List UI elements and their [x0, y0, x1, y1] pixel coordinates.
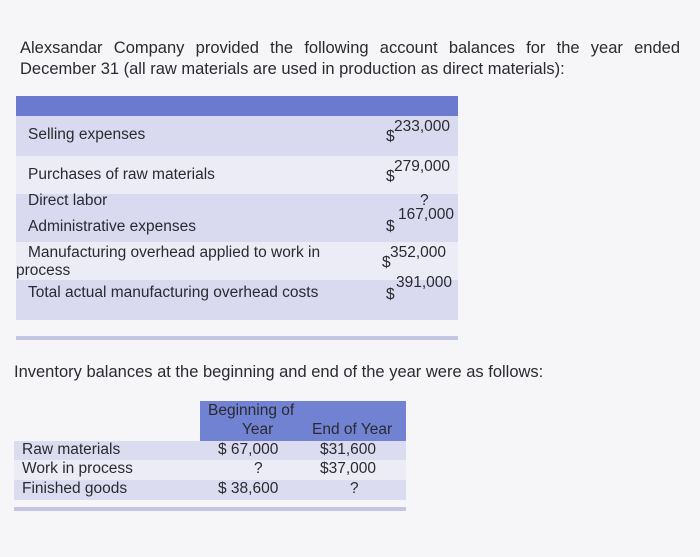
- dollar-sign: $: [386, 218, 395, 235]
- inventory-table: Beginning of Year End of Year Raw materi…: [14, 401, 406, 513]
- col-header-beginning-line1: Beginning of: [208, 402, 295, 419]
- row-label-finished-goods: Finished goods: [22, 480, 128, 497]
- account-amount: 391,000: [396, 274, 453, 291]
- raw-materials-beginning: $ 67,000: [218, 441, 279, 458]
- problem-intro: Alexsandar Company provided the followin…: [20, 39, 680, 78]
- account-label: Purchases of raw materials: [28, 166, 215, 183]
- row-label-raw-materials: Raw materials: [22, 441, 121, 458]
- inventory-header-bar: [200, 401, 406, 441]
- finished-goods-beginning: $ 38,600: [218, 480, 279, 497]
- account-amount: 352,000: [390, 244, 447, 261]
- account-amount: ?: [420, 192, 429, 209]
- finished-goods-end: ?: [350, 480, 359, 497]
- account-amount: 279,000: [394, 158, 451, 175]
- account-balances-table: Selling expenses $ 233,000 Purchases of …: [16, 96, 458, 340]
- work-in-process-end: $37,000: [320, 460, 377, 477]
- account-label-line: process: [16, 262, 71, 279]
- table-row: Manufacturing overhead applied to work i…: [16, 242, 458, 280]
- col-header-end: End of Year: [312, 421, 393, 438]
- table-row: Total actual manufacturing overhead cost…: [16, 274, 458, 320]
- account-label: Total actual manufacturing overhead cost…: [28, 284, 319, 301]
- table-footer-bar: [16, 336, 458, 340]
- account-label-line: Manufacturing overhead applied to work i…: [28, 244, 321, 261]
- dollar-sign: $: [386, 128, 395, 145]
- account-amount: 233,000: [394, 118, 451, 135]
- col-header-beginning-line2: Year: [242, 421, 274, 438]
- table-header-bar: [16, 96, 458, 116]
- dollar-sign: $: [386, 168, 395, 185]
- account-amount: 167,000: [398, 206, 455, 223]
- inventory-footer-bar: [14, 507, 406, 511]
- table-row: Administrative expenses $ 167,000: [16, 206, 458, 242]
- account-label: Administrative expenses: [28, 218, 196, 235]
- table-row: Selling expenses $ 233,000: [16, 116, 458, 156]
- account-label: Selling expenses: [28, 126, 146, 143]
- table-row: Purchases of raw materials $ 279,000: [16, 156, 458, 194]
- inventory-intro: Inventory balances at the beginning and …: [14, 363, 544, 381]
- work-in-process-beginning: ?: [254, 460, 263, 477]
- table-row: Direct labor ?: [16, 192, 458, 212]
- account-label: Direct labor: [28, 192, 108, 209]
- dollar-sign: $: [382, 254, 391, 271]
- raw-materials-end: $31,600: [320, 441, 377, 458]
- account-label: Manufacturing overhead applied to work i…: [16, 244, 358, 280]
- row-label-work-in-process: Work in process: [22, 460, 133, 477]
- dollar-sign: $: [386, 286, 395, 303]
